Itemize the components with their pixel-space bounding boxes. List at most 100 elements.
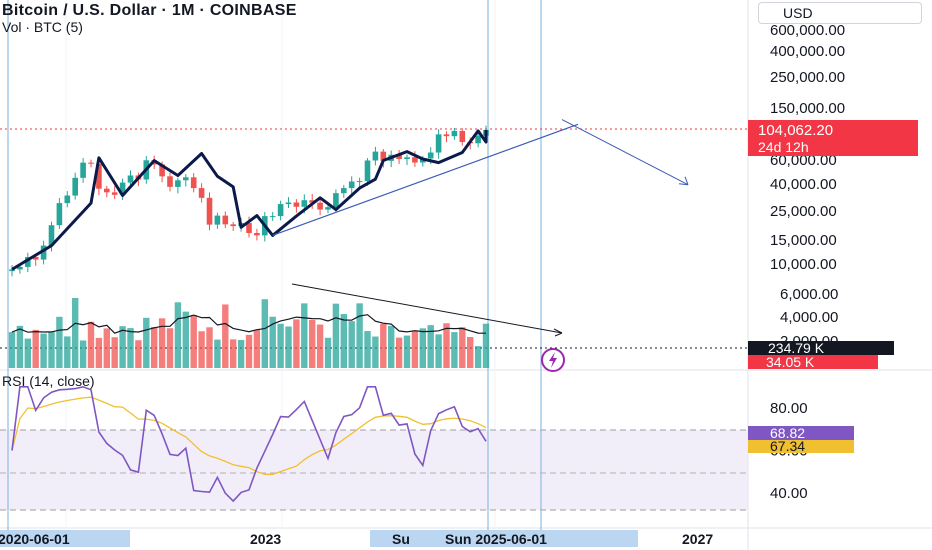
- volume-bar: [309, 319, 316, 368]
- time-tick-label: 2020-06-01: [0, 531, 70, 547]
- candle-body: [198, 188, 205, 198]
- candle-body: [301, 200, 308, 207]
- candle-body: [372, 151, 379, 161]
- candle-body: [451, 130, 458, 137]
- volume-bar: [316, 324, 324, 368]
- volume-bar: [293, 319, 300, 368]
- candle-body: [32, 257, 39, 260]
- time-tick-label: 2023: [250, 531, 281, 547]
- candle-body: [285, 202, 292, 205]
- candle-body: [427, 152, 434, 159]
- candle-body: [88, 162, 94, 164]
- candle-body: [364, 160, 371, 182]
- volume-bar: [459, 327, 466, 368]
- volume-bar: [214, 339, 221, 368]
- candle-body: [104, 188, 110, 193]
- volume-bar: [253, 329, 261, 368]
- candle-body: [183, 177, 189, 181]
- rsi-tick-label: 40.00: [770, 485, 808, 502]
- volume-legend: Vol · BTC (5): [2, 19, 83, 35]
- candle-body: [396, 154, 402, 159]
- candle-body: [325, 207, 331, 210]
- volume-bar: [8, 332, 16, 368]
- candle-body: [269, 216, 276, 218]
- volume-bar: [237, 340, 245, 368]
- candle-body: [17, 266, 23, 270]
- rsi-line: [11, 385, 487, 503]
- volume-bar: [143, 317, 150, 368]
- volume-ma-text: 34.05 K: [766, 354, 815, 370]
- candle-body: [348, 181, 355, 189]
- volume-bar: [435, 334, 442, 368]
- volume-arrowhead: [553, 328, 563, 337]
- volume-bar: [245, 334, 253, 368]
- volume-bar: [443, 323, 450, 368]
- candle-body: [72, 177, 78, 196]
- volume-bar: [24, 338, 31, 368]
- rsi-text: 68.82: [770, 425, 805, 441]
- countdown-tag: [748, 139, 918, 156]
- candle-body: [119, 182, 126, 195]
- projection-arrowhead: [678, 176, 689, 186]
- rsi-pane: [11, 385, 487, 503]
- x-label-bg-start: [0, 530, 130, 547]
- volume-bar: [119, 326, 126, 368]
- volume-bar: [72, 298, 79, 368]
- volume-bar: [395, 337, 403, 368]
- candle-body: [80, 162, 86, 178]
- volume-bar: [206, 327, 213, 368]
- rsi-legend: RSI (14, close): [2, 373, 95, 389]
- volume-tick-label: 4,000.00: [780, 309, 838, 326]
- rsi-ma-text: 67.34: [770, 438, 805, 454]
- candle-body: [96, 163, 102, 189]
- chart-title: Bitcoin / U.S. Dollar · 1M · COINBASE: [2, 2, 297, 19]
- time-tick-label: Su: [392, 531, 410, 547]
- candle-body: [246, 222, 252, 233]
- candle-body: [443, 134, 450, 137]
- candle-body: [333, 193, 339, 208]
- volume-bar: [380, 323, 387, 368]
- volume-bar: [95, 337, 103, 368]
- volume-bar: [372, 336, 379, 368]
- volume-bar: [111, 337, 118, 368]
- price-tick-label: 400,000.00: [770, 43, 845, 60]
- volume-bar: [261, 299, 268, 368]
- candle-body: [309, 200, 315, 203]
- rsi-band: [0, 430, 748, 510]
- volume-bar: [348, 321, 355, 368]
- volume-bar: [79, 340, 87, 368]
- volume-text: 234.79 K: [768, 340, 825, 356]
- volume-bar: [151, 326, 158, 368]
- volume-bar: [474, 346, 482, 368]
- price-tick-label: 15,000.00: [770, 232, 837, 249]
- candle-body: [175, 180, 181, 187]
- x-label-bg-range: [370, 530, 638, 547]
- candle-body: [111, 192, 118, 195]
- volume-bars: [8, 283, 563, 368]
- price-axis: 600,000.00 400,000.00 250,000.00 150,000.00…: [541, 22, 918, 502]
- candle-body: [317, 202, 323, 210]
- candle-body: [230, 224, 236, 227]
- volume-bar: [166, 328, 174, 368]
- candle-body: [159, 164, 165, 177]
- candle-body: [214, 215, 221, 225]
- volume-bar: [174, 302, 182, 368]
- volume-bar: [40, 333, 47, 368]
- candle-body: [475, 135, 481, 144]
- volume-tag: [748, 341, 894, 355]
- candle-body: [206, 197, 213, 225]
- volume-bar: [277, 323, 284, 368]
- candle-body: [56, 203, 63, 226]
- candle-body: [435, 134, 442, 153]
- currency-button[interactable]: USD: [758, 2, 922, 24]
- candle-body: [127, 175, 134, 183]
- rsi-ma-line: [11, 396, 487, 475]
- candle-body: [25, 257, 31, 267]
- volume-bar: [16, 325, 24, 368]
- price-tick-label: 150,000.00: [770, 100, 845, 117]
- volume-bar: [182, 311, 189, 368]
- volume-bar: [56, 316, 63, 368]
- volume-bar: [419, 328, 426, 368]
- last-price-tag: [748, 120, 918, 139]
